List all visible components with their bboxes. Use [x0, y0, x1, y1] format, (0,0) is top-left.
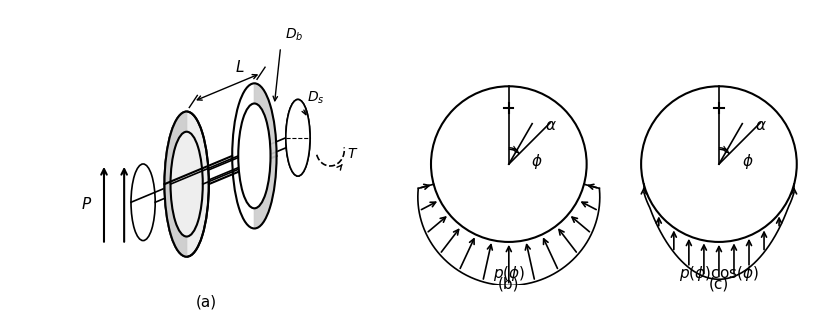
- Text: $P$: $P$: [81, 196, 92, 212]
- Ellipse shape: [165, 112, 208, 257]
- Text: $\alpha$: $\alpha$: [755, 118, 767, 133]
- Ellipse shape: [131, 164, 155, 241]
- Text: $D_b$: $D_b$: [284, 27, 303, 43]
- Text: (a): (a): [195, 294, 217, 309]
- Text: $L$: $L$: [235, 59, 245, 75]
- Text: (b): (b): [498, 276, 520, 291]
- Text: $p(\phi)\cos(\phi)$: $p(\phi)\cos(\phi)$: [679, 264, 759, 283]
- Text: (c): (c): [709, 276, 729, 291]
- Ellipse shape: [286, 99, 310, 176]
- Ellipse shape: [286, 99, 310, 176]
- Text: $\phi$: $\phi$: [531, 152, 543, 171]
- Text: $D_s$: $D_s$: [307, 89, 325, 106]
- Ellipse shape: [238, 103, 270, 208]
- Text: $T$: $T$: [347, 147, 358, 161]
- Text: $\alpha$: $\alpha$: [545, 118, 557, 133]
- Polygon shape: [255, 83, 277, 228]
- Text: $p(\phi)$: $p(\phi)$: [493, 264, 525, 283]
- Polygon shape: [165, 112, 187, 257]
- Text: $\phi$: $\phi$: [742, 152, 753, 171]
